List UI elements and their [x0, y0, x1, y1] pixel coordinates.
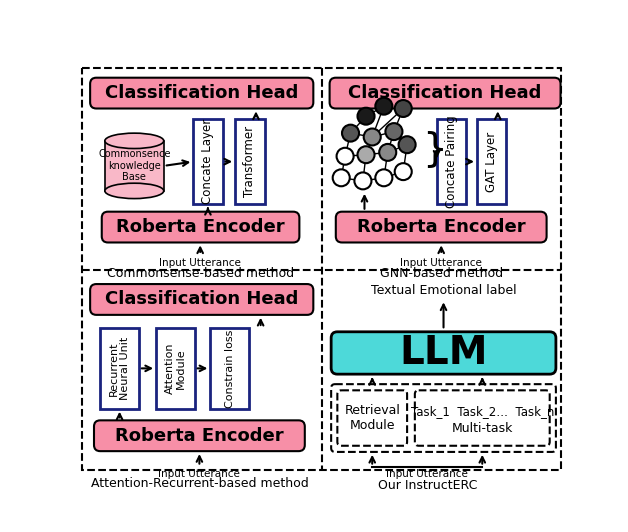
Circle shape [333, 169, 350, 186]
FancyBboxPatch shape [94, 420, 305, 451]
Text: Attention-Recurrent-based method: Attention-Recurrent-based method [90, 477, 308, 489]
Circle shape [342, 124, 359, 142]
Bar [193, 119, 223, 204]
Circle shape [399, 136, 416, 153]
Circle shape [376, 98, 392, 115]
Ellipse shape [105, 183, 164, 198]
Text: Our InstructERC: Our InstructERC [377, 479, 477, 492]
Bar [477, 119, 506, 204]
Text: Concate Pairing: Concate Pairing [445, 115, 458, 208]
FancyBboxPatch shape [415, 390, 550, 446]
Bar [436, 119, 466, 204]
Text: Attention
Module: Attention Module [165, 343, 186, 394]
Text: Transformer: Transformer [243, 126, 256, 197]
Text: Concate Layer: Concate Layer [202, 119, 214, 204]
Text: Recurrent
Neural Unit: Recurrent Neural Unit [109, 337, 131, 400]
Circle shape [379, 144, 396, 161]
Text: Input Utterance: Input Utterance [400, 258, 482, 268]
Text: Task_1  Task_2…  Task_n: Task_1 Task_2… Task_n [411, 405, 554, 418]
Text: Multi-task: Multi-task [452, 421, 513, 435]
Text: Roberta Encoder: Roberta Encoder [115, 427, 284, 445]
FancyBboxPatch shape [337, 390, 407, 446]
Text: Commonsense-based method: Commonsense-based method [107, 267, 294, 280]
Text: Input Utterance: Input Utterance [386, 469, 468, 479]
FancyBboxPatch shape [336, 212, 546, 243]
Bar [156, 328, 195, 409]
Text: Input Utterance: Input Utterance [160, 258, 241, 268]
Circle shape [357, 107, 374, 124]
Bar [105, 141, 164, 191]
Text: Roberta Encoder: Roberta Encoder [116, 218, 284, 236]
Circle shape [376, 169, 392, 186]
Circle shape [395, 163, 412, 180]
Text: LLM: LLM [399, 334, 488, 372]
Circle shape [354, 172, 371, 189]
FancyBboxPatch shape [102, 212, 300, 243]
Circle shape [386, 123, 403, 140]
FancyBboxPatch shape [330, 78, 561, 109]
Circle shape [337, 148, 354, 165]
Text: GNN-based method: GNN-based method [380, 267, 503, 280]
Text: Retrieval
Module: Retrieval Module [344, 404, 400, 432]
Text: Classification Head: Classification Head [105, 290, 298, 309]
Circle shape [357, 146, 374, 163]
Text: Classification Head: Classification Head [349, 84, 542, 102]
Bar [210, 328, 249, 409]
FancyBboxPatch shape [90, 78, 313, 109]
Bar [235, 119, 264, 204]
Text: Textual Emotional label: Textual Emotional label [371, 284, 516, 297]
Ellipse shape [105, 133, 164, 148]
FancyBboxPatch shape [90, 284, 313, 315]
FancyBboxPatch shape [331, 332, 556, 374]
FancyBboxPatch shape [331, 384, 556, 452]
Bar [100, 328, 139, 409]
Text: Roberta Encoder: Roberta Encoder [357, 218, 526, 236]
Text: GAT Layer: GAT Layer [485, 131, 498, 192]
Text: Classification Head: Classification Head [105, 84, 298, 102]
Text: Commonsence
knowledge
Base: Commonsence knowledge Base [98, 149, 171, 182]
Circle shape [395, 100, 412, 117]
Text: }: } [423, 129, 447, 168]
Text: Constrain loss: Constrain loss [225, 329, 235, 408]
Circle shape [364, 129, 381, 145]
Text: Input Utterance: Input Utterance [158, 469, 241, 479]
